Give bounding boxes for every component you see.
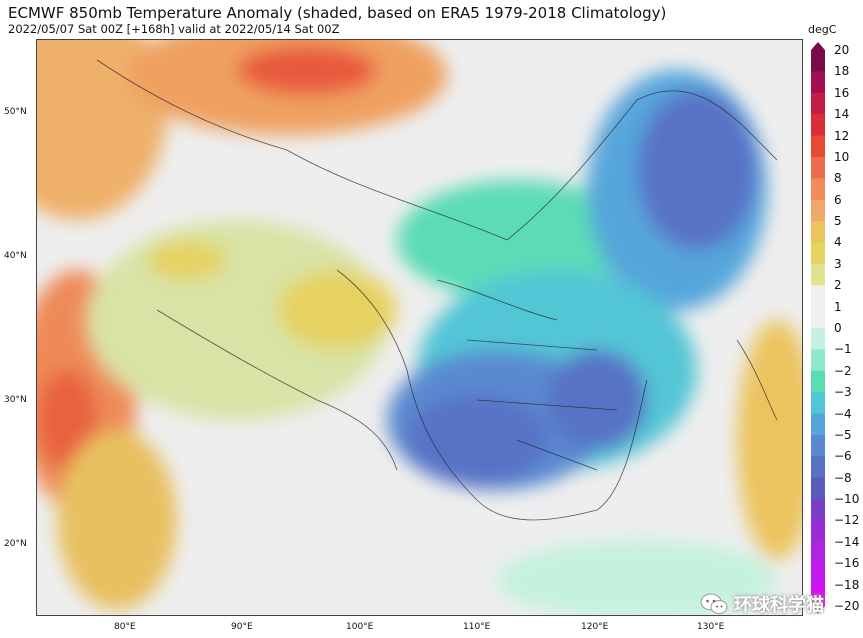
colorbar-tick-label: −10: [834, 492, 860, 507]
lon-label: 130°E: [697, 622, 725, 632]
colorbar-segment: [811, 114, 825, 137]
colorbar-tick-label: 16: [834, 85, 850, 100]
anomaly-shading: [37, 40, 802, 615]
lon-label: 80°E: [114, 622, 136, 632]
colorbar-segment: [811, 456, 825, 479]
colorbar-segment: [811, 156, 825, 179]
lat-label: 20°N: [4, 539, 27, 549]
colorbar-tick-label: −18: [834, 577, 860, 592]
colorbar-tick-label: 14: [834, 107, 850, 122]
colorbar-segment: [811, 520, 825, 543]
colorbar-tick-label: −4: [834, 406, 852, 421]
colorbar-tick-label: 1: [834, 299, 842, 314]
lat-label: 30°N: [4, 395, 27, 405]
colorbar-tick-label: −3: [834, 385, 852, 400]
colorbar-segment: [811, 392, 825, 415]
colorbar-segment: [811, 50, 825, 72]
colorbar-tick-label: 18: [834, 64, 850, 79]
colorbar-segment: [811, 584, 825, 607]
colorbar-tick-label: −8: [834, 470, 852, 485]
lat-label: 40°N: [4, 251, 27, 261]
colorbar-unit: degC: [808, 23, 837, 36]
colorbar-segment: [811, 413, 825, 436]
colorbar-segment: [811, 221, 825, 243]
colorbar-extend-top: [811, 42, 825, 50]
colorbar-segment: [811, 285, 825, 308]
wechat-icon: [700, 593, 728, 614]
colorbar-tick-label: −20: [834, 599, 860, 613]
colorbar-segment: [811, 92, 825, 115]
colorbar-segment: [811, 563, 825, 586]
colorbar-tick-label: −14: [834, 534, 860, 549]
watermark: 环球科学猫: [700, 590, 824, 618]
colorbar-tick-label: −5: [834, 427, 852, 442]
colorbar-segment: [811, 370, 825, 393]
colorbar-tick-label: 6: [834, 192, 842, 207]
colorbar-tick-label: 8: [834, 171, 842, 186]
colorbar: [811, 42, 825, 614]
colorbar-tick-label: −1: [834, 342, 852, 357]
colorbar-tick-label: 5: [834, 214, 842, 229]
colorbar-tick-label: 4: [834, 235, 842, 250]
map-title: ECMWF 850mb Temperature Anomaly (shaded,…: [8, 4, 667, 22]
map-panel: [36, 39, 803, 616]
colorbar-tick-label: −12: [834, 513, 860, 528]
colorbar-segment: [811, 541, 825, 564]
colorbar-tick-label: 10: [834, 149, 850, 164]
colorbar-segment: [811, 135, 825, 158]
colorbar-extend-bottom: [811, 606, 825, 614]
colorbar-tick-label: −6: [834, 449, 852, 464]
colorbar-tick-label: −2: [834, 363, 852, 378]
lon-label: 90°E: [231, 622, 253, 632]
colorbar-segment: [811, 71, 825, 94]
colorbar-segment: [811, 263, 825, 286]
anomaly-map: [37, 40, 802, 615]
colorbar-segment: [811, 199, 825, 222]
colorbar-segment: [811, 477, 825, 500]
watermark-text: 环球科学猫: [734, 595, 824, 616]
border-lines: [96, 59, 778, 521]
colorbar-segment: [811, 328, 825, 350]
colorbar-tick-label: 12: [834, 128, 850, 143]
colorbar-tick-label: 3: [834, 256, 842, 271]
colorbar-segment: [811, 306, 825, 329]
colorbar-segment: [811, 242, 825, 265]
colorbar-segment: [811, 499, 825, 521]
colorbar-tick-label: 2: [834, 278, 842, 293]
colorbar-tick-label: 0: [834, 321, 842, 335]
colorbar-segment: [811, 434, 825, 457]
map-subtitle: 2022/05/07 Sat 00Z [+168h] valid at 2022…: [8, 22, 340, 36]
lon-label: 110°E: [463, 622, 491, 632]
colorbar-tick-label: −16: [834, 556, 860, 571]
colorbar-tick-label: 20: [834, 43, 850, 57]
colorbar-segment: [811, 178, 825, 201]
lon-label: 120°E: [581, 622, 609, 632]
lon-label: 100°E: [346, 622, 374, 632]
colorbar-segment: [811, 349, 825, 372]
lat-label: 50°N: [4, 107, 27, 117]
